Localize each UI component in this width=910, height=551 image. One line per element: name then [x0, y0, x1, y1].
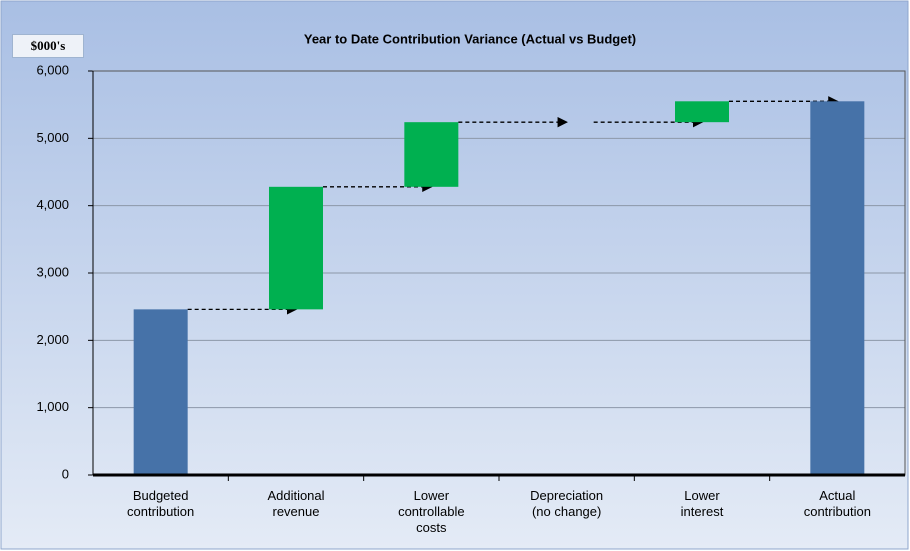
x-tick-label: Lower controllable costs	[398, 488, 465, 535]
bar	[133, 309, 188, 475]
bar	[675, 101, 729, 123]
y-tick-label: 1,000	[36, 399, 69, 414]
x-tick-label: Depreciation (no change)	[530, 488, 604, 519]
x-tick-label: Actual contribution	[803, 488, 871, 519]
y-tick-label: 5,000	[36, 130, 69, 145]
y-tick-label: 2,000	[36, 332, 69, 347]
x-tick-label: Lower interest	[680, 488, 724, 519]
y-tick-label: 4,000	[36, 197, 69, 212]
y-tick-label: 0	[62, 466, 69, 481]
x-tick-label: Additional revenue	[267, 488, 325, 519]
bar	[269, 186, 323, 310]
y-tick-label: 6,000	[36, 62, 69, 77]
bar	[810, 101, 865, 476]
y-axis-label: $000's	[12, 34, 84, 58]
bar	[404, 122, 459, 187]
x-tick-label: Budgeted contribution	[127, 488, 195, 519]
y-tick-label: 3,000	[36, 264, 69, 279]
chart-title: Year to Date Contribution Variance (Actu…	[304, 31, 636, 46]
